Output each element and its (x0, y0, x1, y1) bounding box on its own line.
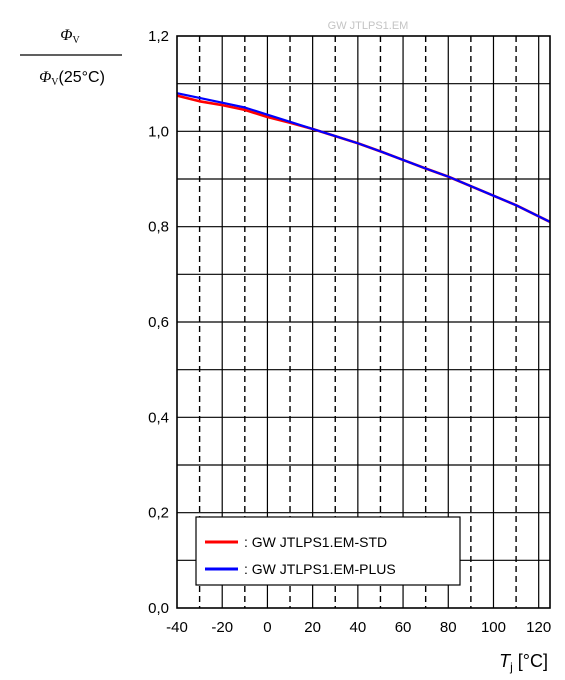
y-tick-label: 0,0 (148, 600, 169, 617)
y-label-denominator-suffix: (25°C) (59, 69, 105, 86)
y-label-numerator-symbol: Φ (60, 27, 72, 44)
x-tick-label: 80 (440, 619, 457, 636)
legend: : GW JTLPS1.EM-STD : GW JTLPS1.EM-PLUS (195, 516, 461, 586)
y-tick-label: 0,4 (148, 409, 169, 426)
x-label-symbol: T (499, 651, 512, 671)
x-tick-label: -20 (211, 619, 233, 636)
legend-box (195, 516, 461, 586)
x-label-unit: [°C] (513, 651, 548, 671)
y-label-denominator: ΦV(25°C) (39, 69, 105, 88)
x-tick-label: 0 (263, 619, 271, 636)
y-label-denominator-sub: V (51, 77, 59, 88)
y-label-numerator-sub: V (72, 35, 80, 46)
x-axis-label: Tj [°C] (499, 651, 548, 674)
y-tick-label: 0,6 (148, 314, 169, 331)
plot-frame (176, 35, 551, 609)
y-label-numerator: ΦV (60, 27, 80, 46)
x-tick-label: 120 (526, 619, 551, 636)
x-tick-label: 60 (395, 619, 412, 636)
y-tick-label: 1,2 (148, 28, 169, 45)
x-tick-label: 100 (481, 619, 506, 636)
y-tick-label: 0,2 (148, 505, 169, 522)
legend-label-std: : GW JTLPS1.EM-STD (244, 534, 387, 550)
grid (177, 36, 550, 608)
y-label-denominator-symbol: Φ (39, 69, 51, 86)
y-axis-label: ΦV ΦV(25°C) (20, 27, 122, 88)
y-tick-label: 1,0 (148, 123, 169, 140)
tick-labels: -40 -20 0 20 40 60 80 100 120 0,0 0,2 0,4 0,6 0,8 1,0 1… (148, 28, 551, 636)
x-label-sub: j (509, 660, 513, 674)
series-lines (176, 92, 551, 224)
x-tick-label: 20 (304, 619, 321, 636)
x-tick-label: -40 (166, 619, 188, 636)
chart-title: GW JTLPS1.EM (328, 20, 409, 32)
y-tick-label: 0,8 (148, 219, 169, 236)
x-tick-label: 40 (350, 619, 367, 636)
series-line-plus (176, 92, 551, 223)
legend-label-plus: : GW JTLPS1.EM-PLUS (244, 561, 396, 577)
